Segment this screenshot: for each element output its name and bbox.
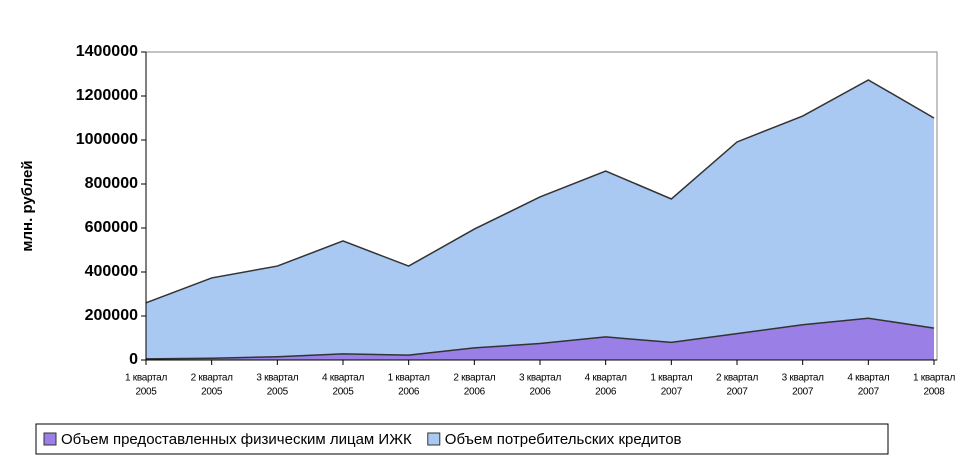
x-tick-label: 2008 bbox=[923, 387, 945, 398]
y-axis-label: млн. рублей bbox=[19, 160, 36, 251]
x-tick-label: 2007 bbox=[726, 387, 748, 398]
x-tick-label: 2 квартал bbox=[453, 373, 495, 384]
x-tick-label: 2006 bbox=[529, 387, 551, 398]
x-tick-label: 3 квартал bbox=[256, 373, 298, 384]
x-tick-label: 1 квартал bbox=[650, 373, 692, 384]
x-tick-label: 3 квартал bbox=[782, 373, 824, 384]
x-tick-label: 4 квартал bbox=[847, 373, 889, 384]
x-tick-label: 2005 bbox=[332, 387, 354, 398]
x-tick-label: 2006 bbox=[595, 387, 617, 398]
x-tick-label: 2006 bbox=[398, 387, 420, 398]
x-tick-label: 2007 bbox=[858, 387, 880, 398]
y-tick-label: 400000 bbox=[85, 263, 138, 280]
legend-swatch bbox=[427, 432, 441, 446]
area-line bbox=[145, 317, 935, 360]
x-tick-label: 4 квартал bbox=[585, 373, 627, 384]
x-tick-label: 1 квартал bbox=[388, 373, 430, 384]
x-tick-label: 1 квартал bbox=[913, 373, 955, 384]
x-tick-label: 1 квартал bbox=[125, 373, 167, 384]
y-tick-label: 200000 bbox=[85, 307, 138, 324]
y-tick-label: 1000000 bbox=[76, 131, 138, 148]
area bbox=[146, 318, 934, 360]
x-tick-label: 2 квартал bbox=[716, 373, 758, 384]
x-tick-label: 2007 bbox=[792, 387, 814, 398]
y-tick-label: 800000 bbox=[85, 175, 138, 192]
y-tick-label: 1200000 bbox=[76, 87, 138, 104]
legend-box bbox=[35, 423, 889, 455]
y-tick-label: 600000 bbox=[85, 219, 138, 236]
y-tick-label: 1400000 bbox=[76, 43, 138, 60]
y-tick-label: 0 bbox=[129, 351, 138, 368]
legend-label: Объем потребительских кредитов bbox=[445, 431, 682, 448]
x-tick-label: 2007 bbox=[661, 387, 683, 398]
area-line bbox=[145, 79, 935, 304]
x-tick-label: 4 квартал bbox=[322, 373, 364, 384]
x-tick-label: 2 квартал bbox=[191, 373, 233, 384]
x-tick-label: 2005 bbox=[201, 387, 223, 398]
legend-swatch bbox=[43, 432, 57, 446]
x-tick-label: 2005 bbox=[135, 387, 157, 398]
x-tick-label: 2005 bbox=[267, 387, 289, 398]
area bbox=[146, 79, 934, 360]
x-tick-label: 3 квартал bbox=[519, 373, 561, 384]
legend-label: Объем предоставленных физическим лицам И… bbox=[61, 431, 412, 448]
x-tick-label: 2006 bbox=[464, 387, 486, 398]
